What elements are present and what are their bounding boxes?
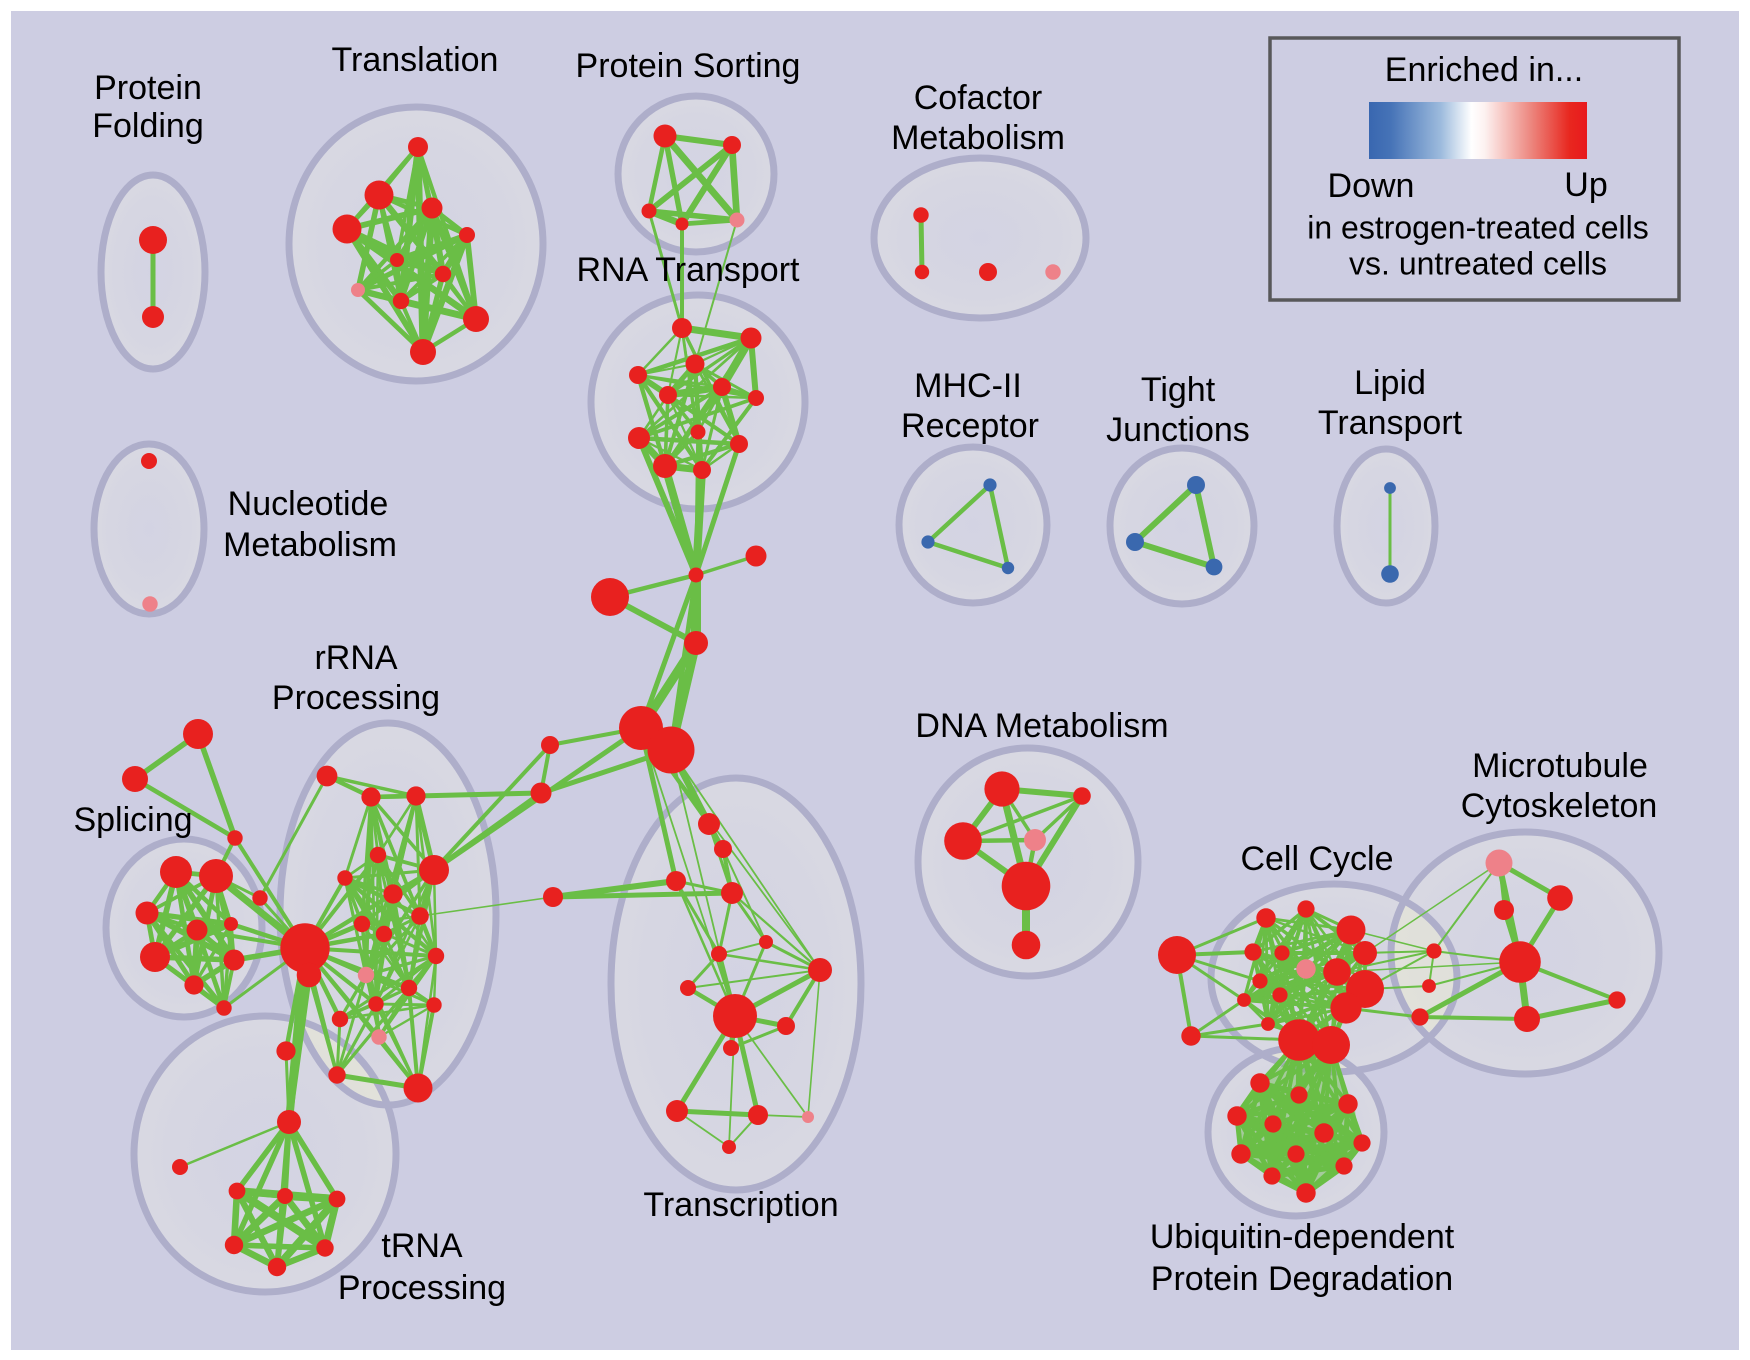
svg-text:Junctions: Junctions: [1106, 411, 1250, 449]
svg-text:Cofactor: Cofactor: [914, 79, 1043, 117]
svg-text:Transport: Transport: [1318, 404, 1463, 442]
svg-text:Up: Up: [1564, 166, 1607, 204]
svg-text:MHC-II: MHC-II: [914, 367, 1022, 405]
svg-text:Transcription: Transcription: [643, 1186, 838, 1224]
svg-text:Microtubule: Microtubule: [1472, 747, 1648, 785]
svg-text:Cytoskeleton: Cytoskeleton: [1461, 787, 1658, 825]
svg-text:Protein Degradation: Protein Degradation: [1151, 1260, 1453, 1298]
svg-text:Lipid: Lipid: [1354, 364, 1426, 402]
svg-text:Ubiquitin-dependent: Ubiquitin-dependent: [1150, 1218, 1455, 1256]
svg-text:DNA Metabolism: DNA Metabolism: [915, 707, 1168, 745]
svg-text:Protein: Protein: [94, 69, 202, 107]
svg-text:Nucleotide: Nucleotide: [228, 485, 389, 523]
svg-text:RNA Transport: RNA Transport: [577, 251, 801, 289]
svg-text:rRNA: rRNA: [314, 639, 397, 677]
svg-text:Processing: Processing: [272, 679, 440, 717]
svg-text:Receptor: Receptor: [901, 407, 1039, 445]
svg-text:Metabolism: Metabolism: [891, 119, 1065, 157]
svg-text:Enriched in...: Enriched in...: [1385, 51, 1583, 89]
svg-text:Processing: Processing: [338, 1269, 506, 1307]
svg-text:Splicing: Splicing: [73, 801, 192, 839]
svg-text:Cell Cycle: Cell Cycle: [1240, 840, 1393, 878]
svg-text:Translation: Translation: [332, 41, 499, 79]
svg-text:in estrogen-treated cells: in estrogen-treated cells: [1307, 209, 1649, 245]
svg-text:tRNA: tRNA: [381, 1227, 463, 1265]
svg-text:Tight: Tight: [1141, 371, 1216, 409]
svg-text:Folding: Folding: [92, 107, 204, 145]
svg-text:Down: Down: [1328, 167, 1415, 205]
svg-text:Protein Sorting: Protein Sorting: [576, 47, 801, 85]
svg-text:vs. untreated cells: vs. untreated cells: [1349, 245, 1607, 281]
svg-text:Metabolism: Metabolism: [223, 526, 397, 564]
